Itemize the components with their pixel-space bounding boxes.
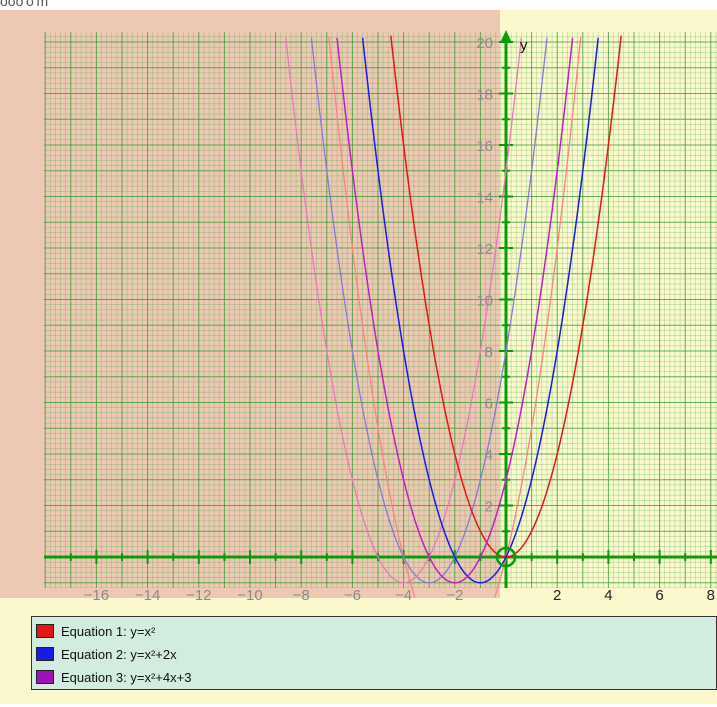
legend: Equation 1: y=x² Equation 2: y=x²+2x Equ… [31, 616, 717, 690]
y-tick-label: 4 [485, 447, 493, 464]
x-tick-label: −8 [293, 587, 310, 604]
y-tick-label: 12 [476, 241, 493, 258]
x-tick-label: 4 [604, 587, 612, 604]
shadow-curve-1 [328, 36, 582, 598]
y-tick-label: 20 [476, 35, 493, 52]
y-tick-label: 18 [476, 87, 493, 104]
grid [44, 32, 717, 588]
legend-swatch-red [36, 624, 54, 638]
x-tick-label: −16 [84, 587, 109, 604]
x-tick-label: −12 [186, 587, 211, 604]
y-tick-label: 16 [476, 138, 493, 155]
legend-label: Equation 1: y=x² [61, 623, 156, 639]
legend-swatch-purple [36, 670, 54, 684]
plot-frame: −16 −14 −12 −10 −8 −6 −4 −2 2 4 6 8 2 4 6 8 10 12 14 16 18 20… [0, 10, 717, 704]
y-tick-label: 6 [485, 396, 493, 413]
legend-swatch-blue [36, 647, 54, 661]
x-tick-label: −4 [395, 587, 412, 604]
header-text: ooo'o'm [0, 0, 49, 9]
legend-item-equation-2[interactable]: Equation 2: y=x²+2x [36, 644, 177, 664]
x-tick-label: −2 [446, 587, 463, 604]
x-tick-label: −14 [135, 587, 160, 604]
x-tick-label: 2 [553, 587, 561, 604]
x-tick-label: 8 [707, 587, 715, 604]
shadow-curve-2 [310, 37, 548, 584]
x-tick-label: 6 [655, 587, 663, 604]
curve-equation-3 [336, 37, 574, 584]
curve-equation-2 [361, 37, 599, 584]
y-tick-label: 8 [485, 344, 493, 361]
y-axis-label: y [520, 37, 528, 54]
x-tick-label: −6 [344, 587, 361, 604]
legend-label: Equation 2: y=x²+2x [61, 646, 177, 662]
legend-item-equation-3[interactable]: Equation 3: y=x²+4x+3 [36, 667, 191, 687]
legend-item-equation-1[interactable]: Equation 1: y=x² [36, 621, 155, 641]
y-tick-label: 10 [476, 293, 493, 310]
shadow-curve-3 [285, 37, 523, 584]
graph-canvas[interactable]: −16 −14 −12 −10 −8 −6 −4 −2 2 4 6 8 2 4 6 8 10 12 14 16 18 20… [0, 10, 717, 614]
y-tick-label: 14 [476, 190, 493, 207]
y-axis-arrow [500, 30, 512, 43]
legend-label: Equation 3: y=x²+4x+3 [61, 669, 192, 685]
y-tick-label: 2 [485, 499, 493, 516]
origin-marker [495, 546, 517, 568]
x-tick-label: −10 [237, 587, 262, 604]
header-strip: ooo'o'm [0, 0, 717, 12]
